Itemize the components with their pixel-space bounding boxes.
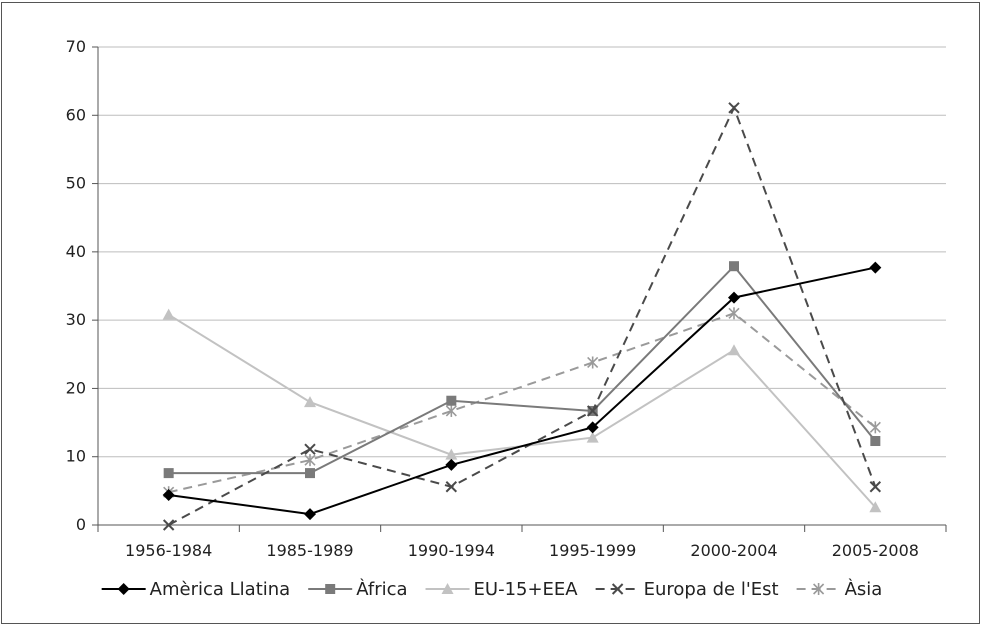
data-point-europa-de-l-est-1 — [304, 443, 316, 455]
x-tick-label: 2000-2004 — [690, 541, 777, 560]
axes: 0 10 20 30 40 50 60 70 1956-1984 1985-1989 1990-19… — [66, 37, 947, 560]
x-tick-label: 1995-1999 — [549, 541, 636, 560]
data-point--sia-1 — [304, 454, 316, 467]
data-point-europa-de-l-est-5 — [869, 481, 882, 493]
series--sia — [163, 307, 881, 499]
legend-marker-europa-de-l-est-stroke-2 — [611, 583, 624, 595]
data-point--sia-4 — [728, 307, 740, 320]
series-line-europa-de-l-est — [168, 105, 877, 526]
data-point-eu-15-eea-5 — [869, 501, 882, 513]
series-line-eu-15-eea — [168, 313, 877, 508]
data-point-eu-15-eea-2 — [445, 448, 458, 460]
data-point--frica-1 — [305, 468, 315, 479]
y-tick-label: 20 — [66, 378, 86, 397]
data-point-europa-de-l-est-0 — [162, 519, 175, 531]
y-tick-label: 0 — [76, 515, 86, 534]
legend-marker--frica — [325, 584, 336, 594]
series-europa-de-l-est — [162, 102, 882, 531]
series-line-am-rica-llatina — [168, 266, 876, 516]
legend-label-am-rica-llatina: Amèrica Llatina — [150, 579, 291, 600]
legend-label--frica: Àfrica — [356, 578, 407, 600]
legend-label-europa-de-l-est: Europa de l'Est — [644, 579, 779, 600]
gridlines — [98, 46, 946, 458]
data-point-am-rica-llatina-2 — [445, 458, 458, 471]
legend-marker-am-rica-llatina — [117, 583, 130, 595]
x-tick-label: 1985-1989 — [266, 541, 353, 560]
series-am-rica-llatina — [162, 261, 882, 521]
y-tick-label: 30 — [66, 310, 86, 329]
data-point-europa-de-l-est-2-stroke-2 — [445, 481, 458, 493]
y-tick-label: 50 — [66, 174, 86, 193]
series-line--sia — [168, 312, 876, 494]
legend-marker-europa-de-l-est — [611, 583, 624, 595]
legend-item-europa-de-l-est: Europa de l'Est — [595, 579, 779, 600]
data-point--sia-2 — [445, 404, 457, 417]
y-tick-label: 40 — [66, 242, 86, 261]
legend-marker-eu-15-eea — [441, 583, 454, 594]
data-point-europa-de-l-est-0-stroke-2 — [162, 519, 175, 531]
data-point--frica-5 — [870, 436, 881, 447]
y-tick-label: 70 — [66, 37, 86, 56]
data-point-eu-15-eea-0 — [162, 308, 175, 320]
data-point-europa-de-l-est-4-stroke-2 — [728, 102, 740, 114]
data-point-eu-15-eea-3 — [586, 431, 599, 443]
y-tick-label: 60 — [66, 105, 86, 124]
data-point--frica-2 — [446, 395, 457, 406]
data-point-am-rica-llatina-3 — [586, 421, 599, 434]
data-point-am-rica-llatina-4 — [728, 291, 740, 304]
x-tick-label: 2005-2008 — [832, 541, 919, 560]
legend-item-am-rica-llatina: Amèrica Llatina — [101, 579, 291, 600]
data-point-eu-15-eea-1 — [304, 396, 316, 408]
legend-label--sia: Àsia — [845, 578, 883, 600]
x-tick-label: 1990-1994 — [408, 541, 495, 560]
legend: Amèrica Llatina Àfrica EU-15+EEA Europa de … — [101, 578, 883, 600]
data-point--sia-3 — [587, 356, 599, 369]
data-point-am-rica-llatina-0 — [162, 488, 175, 501]
data-point-am-rica-llatina-1 — [304, 508, 316, 521]
data-point-europa-de-l-est-3-stroke-2 — [586, 405, 599, 417]
data-point--frica-4 — [729, 261, 739, 272]
data-point--frica-0 — [163, 468, 174, 479]
data-point-am-rica-llatina-5 — [869, 261, 882, 274]
legend-marker--sia — [813, 583, 825, 595]
series-eu-15-eea — [162, 308, 882, 513]
legend-item--frica: Àfrica — [308, 578, 408, 600]
y-tick-label: 10 — [66, 447, 86, 466]
data-point-europa-de-l-est-5-stroke-2 — [869, 481, 882, 493]
data-point-europa-de-l-est-4 — [728, 102, 740, 114]
legend-item-eu-15-eea: EU-15+EEA — [425, 579, 579, 600]
legend-item--sia: Àsia — [796, 578, 883, 600]
x-tick-label: 1956-1984 — [125, 541, 212, 560]
series-lines — [162, 102, 882, 531]
data-point-eu-15-eea-4 — [728, 344, 740, 356]
series-line--frica — [168, 264, 877, 475]
legend-label-eu-15-eea: EU-15+EEA — [474, 579, 579, 600]
data-point-europa-de-l-est-3 — [586, 405, 599, 417]
data-point-europa-de-l-est-1-stroke-2 — [304, 443, 316, 455]
data-point-europa-de-l-est-2 — [445, 481, 458, 493]
data-point--sia-5 — [869, 421, 881, 434]
